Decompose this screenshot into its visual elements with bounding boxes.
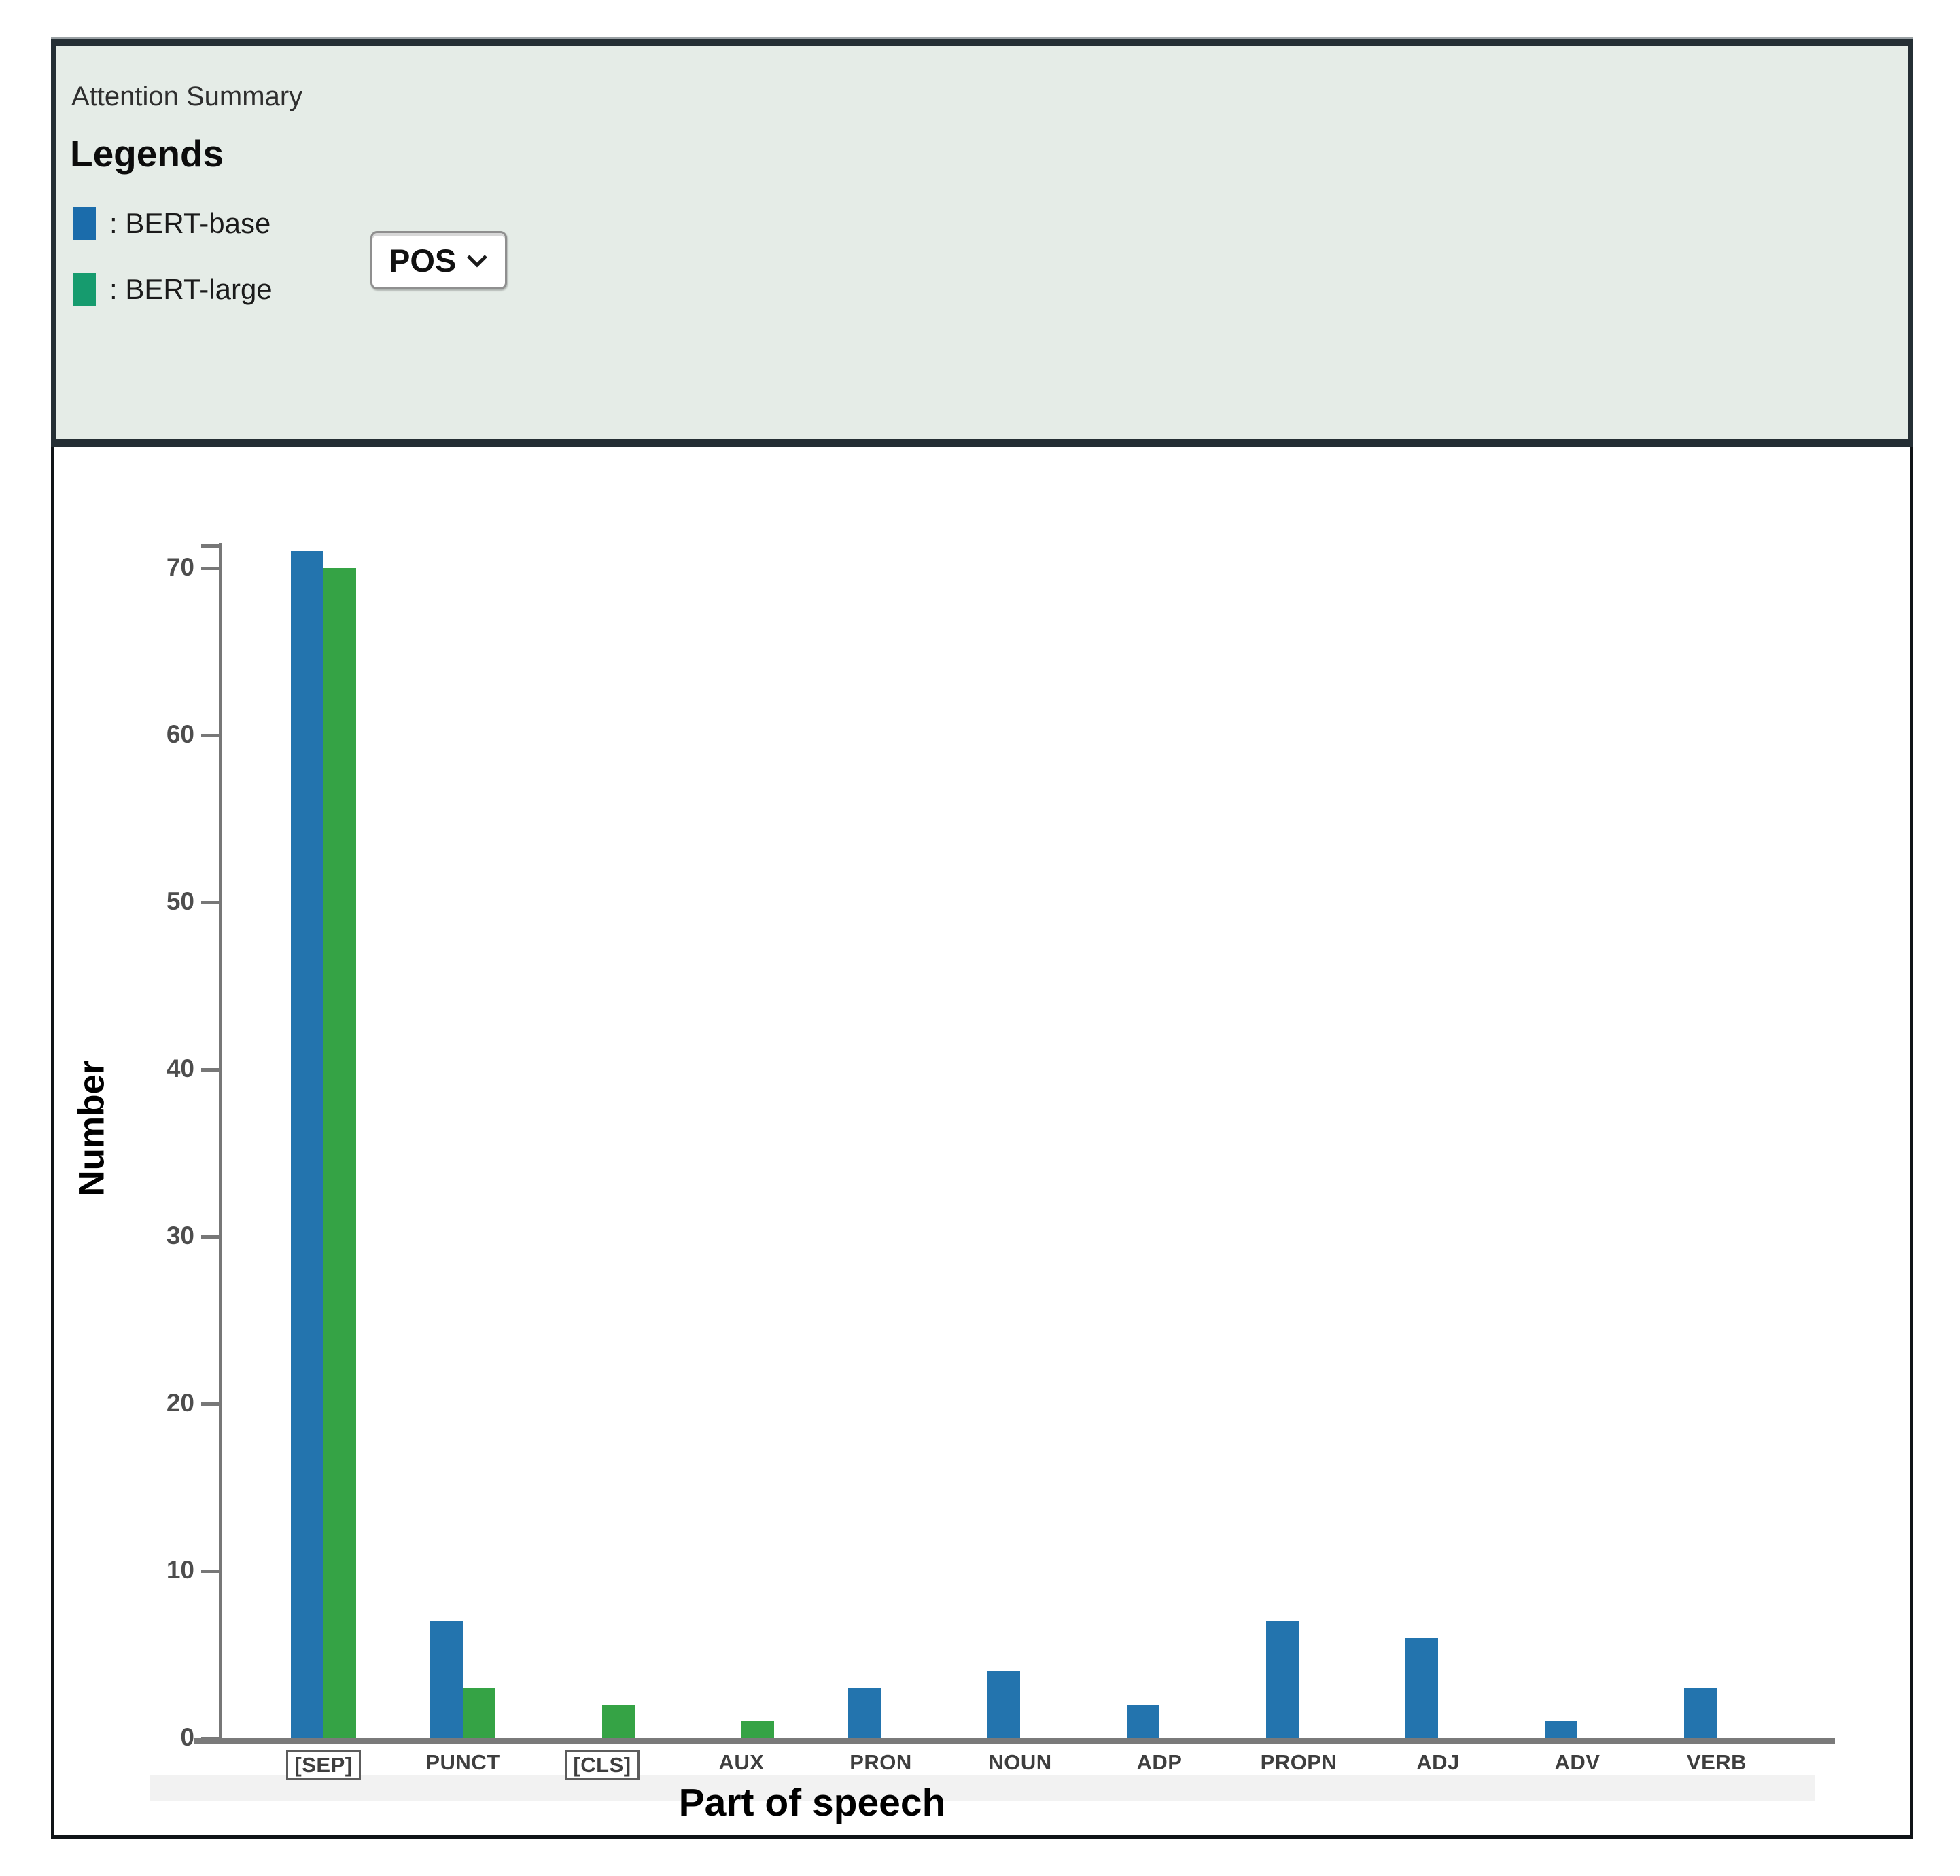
x-tick-label: ADP (1085, 1750, 1234, 1775)
y-axis (219, 543, 222, 1744)
x-tick-label-text: ADP (1136, 1750, 1183, 1774)
x-tick-label: ADV (1503, 1750, 1652, 1775)
y-tick (201, 734, 219, 737)
bar-bert-base-verb (1684, 1688, 1717, 1738)
x-tick-label: VERB (1642, 1750, 1791, 1775)
y-tick (201, 567, 219, 570)
y-tick-label: 70 (166, 553, 194, 581)
legends-heading: Legends (70, 132, 224, 175)
y-tick-label: 50 (166, 887, 194, 915)
legend-item: : BERT-base (73, 207, 273, 240)
x-tick-label-text: [CLS] (565, 1750, 640, 1780)
x-tick-label: NOUN (945, 1750, 1095, 1775)
x-tick-label-text: PRON (850, 1750, 912, 1774)
bar-bert-base-noun (987, 1671, 1020, 1738)
y-tick (201, 1235, 219, 1239)
x-tick-label: AUX (667, 1750, 816, 1775)
x-axis (194, 1738, 1835, 1744)
bar-chart: 0 10 20 30 40 50 60 70 [SEP] PUNCT [CLS] AUX PRON NOU… (54, 447, 1910, 1835)
bar-bert-large-aux (741, 1721, 774, 1738)
bar-bert-large-cls (602, 1704, 635, 1738)
chevron-down-icon (466, 252, 489, 268)
y-tick (201, 901, 219, 904)
x-tick-label-text: ADV (1554, 1750, 1600, 1774)
x-tick-label: PROPN (1224, 1750, 1373, 1775)
pos-dropdown-label: POS (389, 242, 457, 279)
x-tick-label-text: ADJ (1416, 1750, 1460, 1774)
bar-bert-large-sep (323, 568, 356, 1738)
panel-title: Attention Summary (71, 82, 303, 111)
x-tick-label: [CLS] (527, 1750, 677, 1780)
legend-swatch-icon (73, 273, 96, 306)
bar-bert-base-adj (1405, 1638, 1438, 1738)
y-tick-label: 60 (166, 720, 194, 748)
y-tick-label: 0 (180, 1723, 194, 1751)
y-tick (201, 1068, 219, 1072)
bar-bert-base-adv (1545, 1721, 1577, 1738)
y-tick (201, 1402, 219, 1406)
x-tick-label: PUNCT (388, 1750, 538, 1775)
x-tick-label: PRON (806, 1750, 956, 1775)
x-tick-label-text: NOUN (988, 1750, 1052, 1774)
app-window: Attention Summary Legends : BERT-base: B… (51, 39, 1913, 1839)
x-axis-title: Part of speech (678, 1781, 946, 1824)
y-tick-label: 20 (166, 1389, 194, 1417)
bar-bert-base-propn (1266, 1621, 1299, 1738)
chart-area: 0 10 20 30 40 50 60 70 [SEP] PUNCT [CLS] AUX PRON NOU… (51, 447, 1913, 1839)
legend-item: : BERT-large (73, 273, 273, 306)
bar-bert-base-adp (1127, 1704, 1159, 1738)
y-tick-label: 10 (166, 1556, 194, 1584)
legend-item-label: : BERT-base (109, 207, 271, 239)
x-tick-label: [SEP] (249, 1750, 398, 1780)
y-tick-label: 40 (166, 1055, 194, 1082)
x-tick-label-text: PUNCT (425, 1750, 500, 1774)
attention-summary-header: Attention Summary Legends : BERT-base: B… (51, 39, 1913, 447)
x-tick-label-text: VERB (1686, 1750, 1747, 1774)
x-tick-label: ADJ (1363, 1750, 1513, 1775)
legend-swatch-icon (73, 207, 96, 240)
legend-item-label: : BERT-large (109, 273, 273, 305)
y-axis-top-cap (201, 544, 219, 548)
bar-bert-base-punct (430, 1621, 463, 1738)
axis-underline-band (150, 1775, 1815, 1801)
x-tick-label-text: AUX (718, 1750, 765, 1774)
y-axis-title: Number (71, 1060, 112, 1197)
y-tick (201, 1570, 219, 1573)
x-tick-label-text: [SEP] (286, 1750, 361, 1780)
y-tick-label: 30 (166, 1222, 194, 1250)
bar-bert-base-pron (848, 1688, 881, 1738)
x-tick-label-text: PROPN (1260, 1750, 1337, 1774)
legend-list: : BERT-base : BERT-large (73, 207, 273, 306)
bar-bert-large-punct (463, 1688, 495, 1738)
pos-dropdown[interactable]: POS (370, 231, 508, 289)
bar-bert-base-sep (291, 551, 323, 1738)
